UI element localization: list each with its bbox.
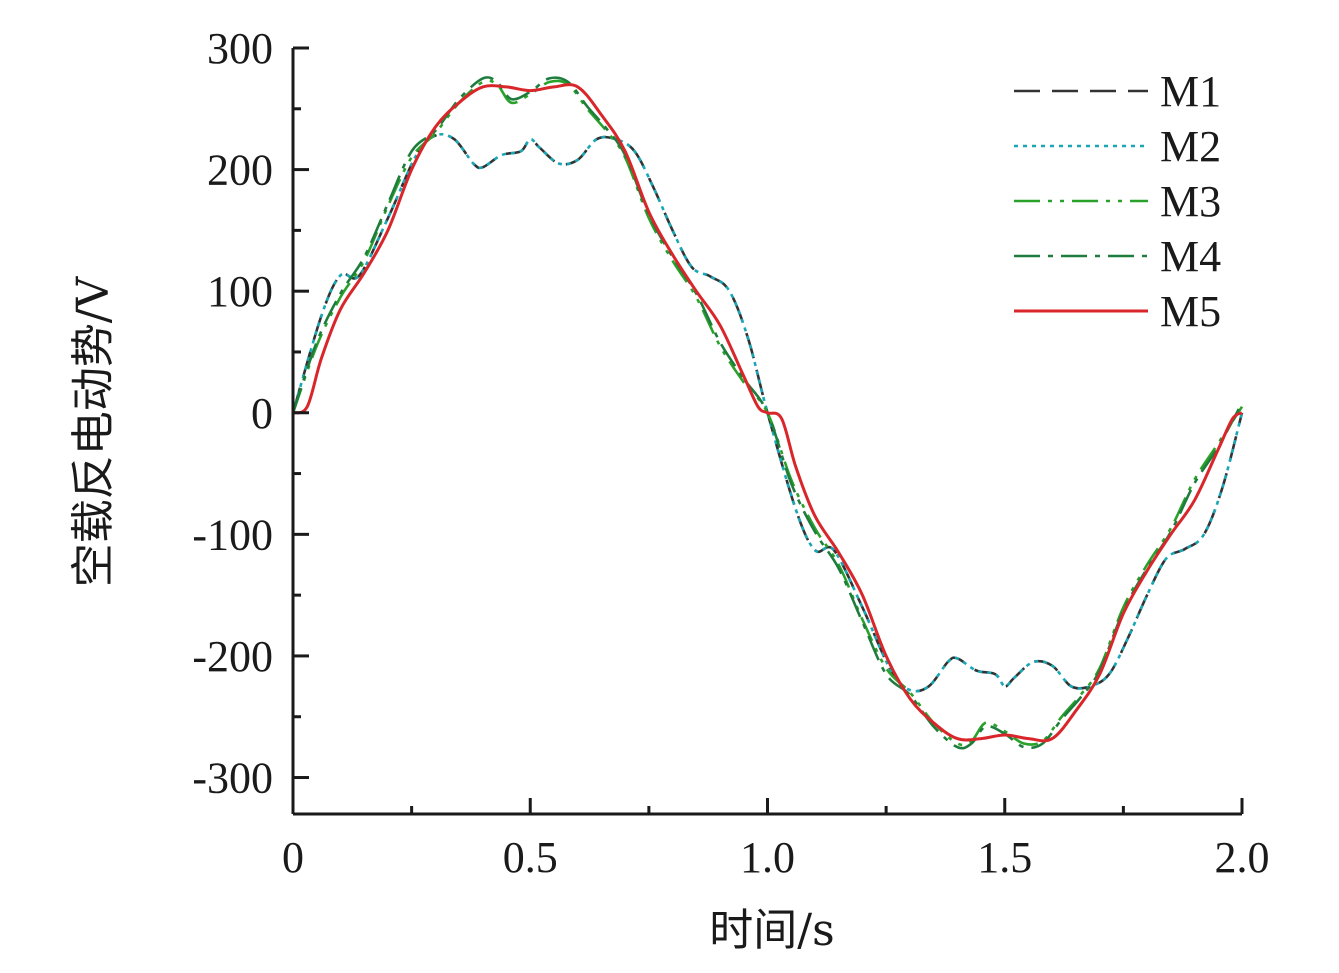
ticks bbox=[291, 46, 1244, 814]
plot-lines bbox=[291, 76, 1244, 750]
y-tick-label: -100 bbox=[192, 510, 273, 559]
series-line-m5 bbox=[292, 83, 1243, 743]
legend-label-m1: M1 bbox=[1160, 67, 1221, 116]
x-tick-label: 1.5 bbox=[977, 833, 1032, 882]
y-tick-label: 0 bbox=[251, 389, 273, 438]
y-tick-label: 200 bbox=[207, 146, 273, 195]
x-tick-label: 0 bbox=[282, 833, 304, 882]
y-tick-label: -200 bbox=[192, 632, 273, 681]
y-tick-label: 100 bbox=[207, 267, 273, 316]
y-tick-label: 300 bbox=[207, 24, 273, 73]
x-tick-label: 1.0 bbox=[740, 833, 795, 882]
legend-label-m2: M2 bbox=[1160, 122, 1221, 171]
y-axis-title: 空载反电动势/V bbox=[68, 275, 119, 587]
legend-label-m3: M3 bbox=[1160, 177, 1221, 226]
series-line-m2 bbox=[291, 132, 1244, 693]
legend-label-m5: M5 bbox=[1160, 287, 1221, 336]
y-tick-label: -300 bbox=[192, 754, 273, 803]
x-tick-label: 0.5 bbox=[503, 833, 558, 882]
axes bbox=[291, 48, 1242, 816]
x-axis-title: 时间/s bbox=[709, 905, 834, 956]
x-tick-label: 2.0 bbox=[1215, 833, 1270, 882]
legend-label-m4: M4 bbox=[1160, 232, 1221, 281]
legend: M1 M2 M3 M4 M5 bbox=[1014, 67, 1221, 336]
